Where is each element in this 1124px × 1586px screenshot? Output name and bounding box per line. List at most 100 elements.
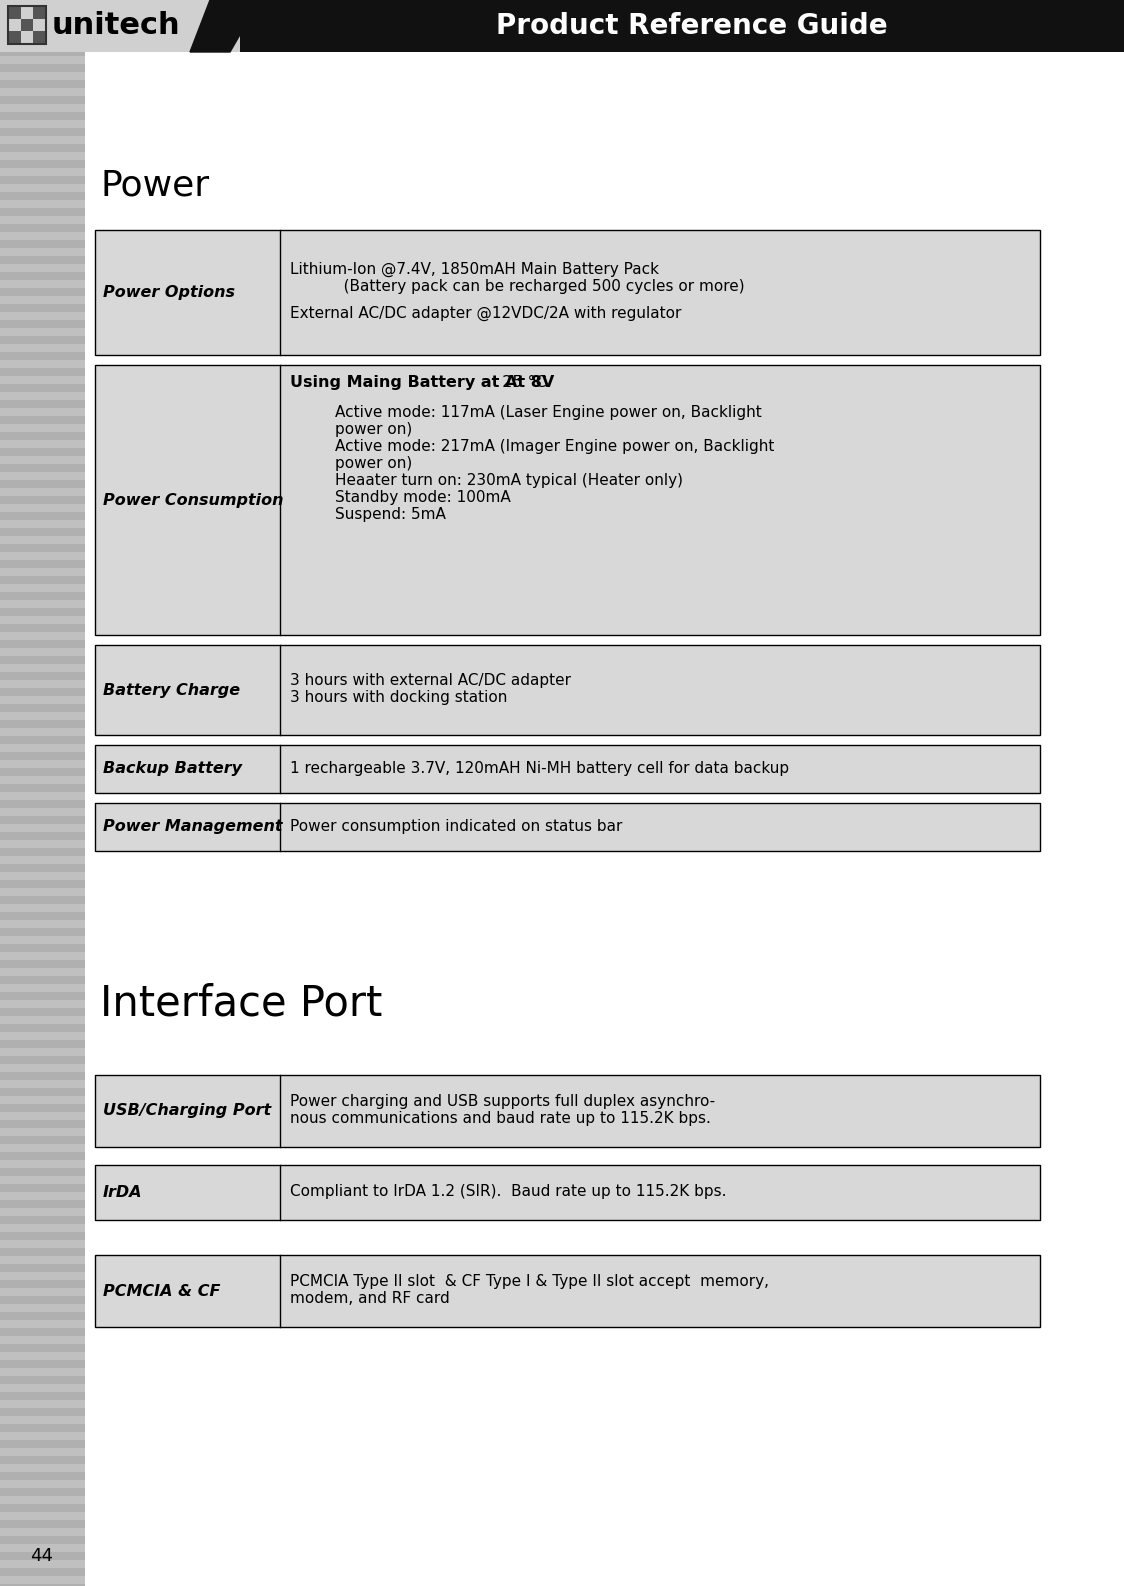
Bar [0, 688, 85, 696]
Bar [96, 365, 1040, 634]
Bar [0, 592, 85, 600]
Bar [0, 281, 85, 289]
Bar [0, 641, 85, 649]
Text: Power Options: Power Options [103, 285, 235, 300]
Bar [0, 1159, 85, 1167]
Bar [0, 1561, 85, 1569]
Bar [0, 520, 85, 528]
Text: Active mode: 217mA (Imager Engine power on, Backlight: Active mode: 217mA (Imager Engine power … [335, 439, 774, 454]
Bar [0, 615, 85, 623]
Bar [0, 336, 85, 344]
Text: Heaater turn on: 230mA typical (Heater only): Heaater turn on: 230mA typical (Heater o… [335, 473, 683, 488]
Bar [0, 1104, 85, 1112]
Bar [0, 1001, 85, 1009]
Bar [0, 87, 85, 97]
Bar [0, 704, 85, 712]
Bar [0, 1385, 85, 1393]
Bar [0, 1472, 85, 1480]
Bar [0, 696, 85, 704]
Bar [0, 496, 85, 504]
Text: Power consumption indicated on status bar: Power consumption indicated on status ba… [290, 818, 623, 834]
Bar [0, 504, 85, 512]
Bar [0, 1335, 85, 1343]
Bar [0, 344, 85, 352]
Bar [0, 360, 85, 368]
Bar [0, 528, 85, 536]
Bar [0, 1240, 85, 1248]
Bar [0, 0, 241, 52]
Bar [0, 512, 85, 520]
Bar [0, 368, 85, 376]
Bar [0, 1151, 85, 1159]
Bar [0, 1032, 85, 1040]
Bar [0, 1280, 85, 1288]
Bar [0, 1351, 85, 1361]
Bar [96, 646, 1040, 734]
Bar [0, 944, 85, 952]
Bar [96, 745, 1040, 793]
Bar [0, 807, 85, 817]
Bar [0, 376, 85, 384]
Bar [96, 230, 1040, 355]
Text: Lithium-Ion @7.4V, 1850mAH Main Battery Pack: Lithium-Ion @7.4V, 1850mAH Main Battery … [290, 262, 659, 278]
Bar [0, 352, 85, 360]
Bar [0, 967, 85, 975]
Bar [0, 1072, 85, 1080]
Bar [0, 1553, 85, 1561]
Bar [0, 488, 85, 496]
Text: 3 hours with external AC/DC adapter: 3 hours with external AC/DC adapter [290, 672, 571, 688]
Bar [0, 439, 85, 447]
Text: IrDA: IrDA [103, 1185, 143, 1201]
Bar [0, 1256, 85, 1264]
Bar [0, 544, 85, 552]
Bar [0, 1167, 85, 1175]
Bar [0, 224, 85, 232]
Bar [0, 584, 85, 592]
Text: Suspend: 5mA: Suspend: 5mA [335, 508, 446, 522]
Bar [0, 328, 85, 336]
Bar [0, 1576, 85, 1584]
Bar [0, 192, 85, 200]
Bar [0, 1511, 85, 1519]
Bar [0, 1456, 85, 1464]
Bar [0, 1209, 85, 1216]
Bar [0, 423, 85, 431]
Bar [0, 216, 85, 224]
Bar [0, 991, 85, 1001]
Bar [0, 983, 85, 991]
Bar [0, 48, 85, 56]
Text: Compliant to IrDA 1.2 (SIR).  Baud rate up to 115.2K bps.: Compliant to IrDA 1.2 (SIR). Baud rate u… [290, 1185, 726, 1199]
Bar [0, 1232, 85, 1240]
Text: Battery Charge: Battery Charge [103, 682, 241, 698]
Bar [0, 105, 85, 113]
Bar [0, 289, 85, 297]
Bar [0, 408, 85, 416]
Bar [0, 1327, 85, 1335]
Bar [0, 912, 85, 920]
Bar [0, 297, 85, 305]
Bar [0, 184, 85, 192]
Bar [96, 803, 1040, 852]
Bar [0, 1343, 85, 1351]
Bar [0, 560, 85, 568]
Bar [8, 6, 46, 44]
Bar [0, 1017, 85, 1025]
Bar [0, 1496, 85, 1504]
Bar [0, 71, 85, 79]
Bar [0, 481, 85, 488]
Text: Power: Power [100, 168, 209, 201]
Bar [0, 24, 85, 32]
Text: 44: 44 [30, 1546, 54, 1565]
Bar [0, 1320, 85, 1327]
Bar [0, 552, 85, 560]
Bar [0, 56, 85, 63]
Bar [0, 121, 85, 128]
Bar [0, 1369, 85, 1377]
Bar [0, 273, 85, 281]
Bar [0, 607, 85, 615]
Bar [0, 1504, 85, 1511]
Bar [96, 646, 1040, 734]
Bar [0, 841, 85, 849]
Bar [0, 760, 85, 768]
Bar [0, 783, 85, 791]
